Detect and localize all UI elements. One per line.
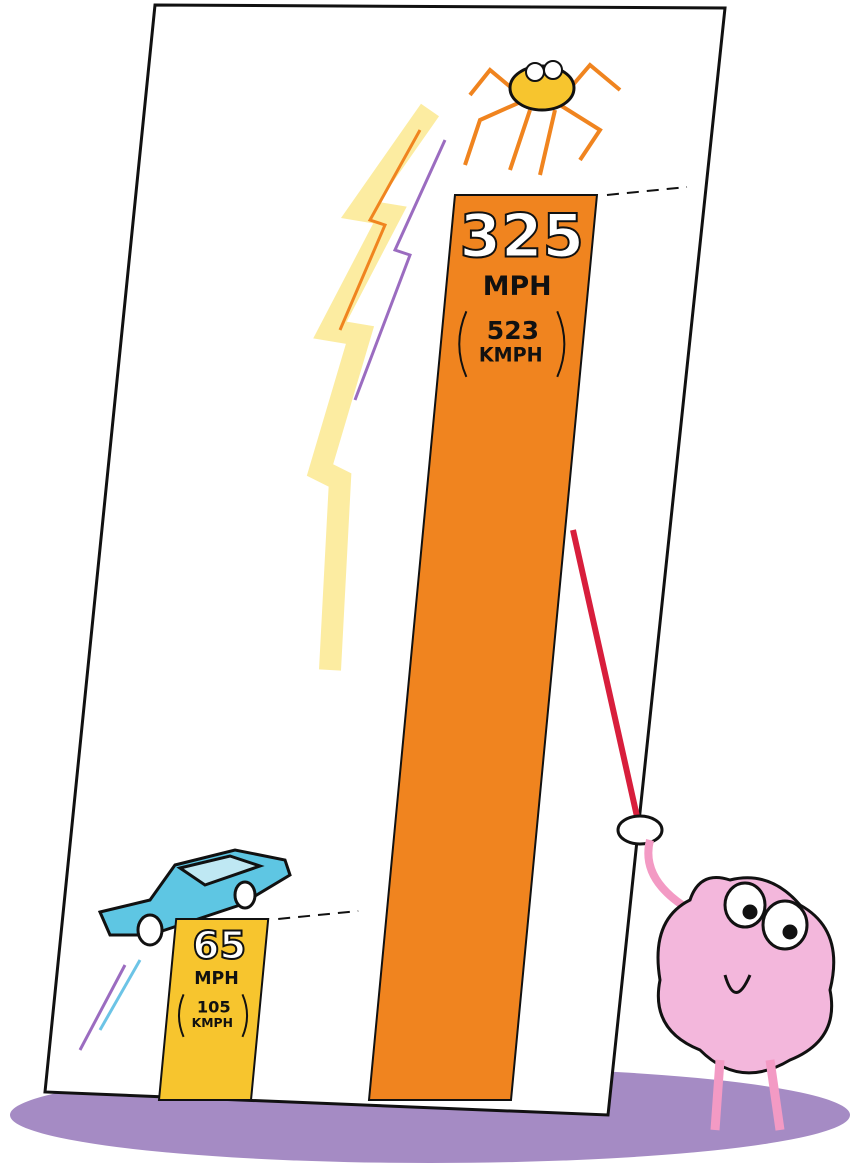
illustration: 65MPH105KMPH325MPH523KMPH bbox=[0, 0, 857, 1170]
bar-secondary-value: 523 bbox=[487, 316, 539, 345]
bar-value-label: 65 bbox=[193, 923, 247, 968]
bar-secondary-value: 105 bbox=[197, 997, 231, 1016]
bar-value-label: 325 bbox=[459, 202, 583, 271]
bar-secondary-unit: KMPH bbox=[479, 345, 543, 367]
bar-secondary-unit: KMPH bbox=[192, 1016, 233, 1030]
bar-unit-label: MPH bbox=[483, 271, 552, 302]
bar-unit-label: MPH bbox=[194, 969, 239, 989]
